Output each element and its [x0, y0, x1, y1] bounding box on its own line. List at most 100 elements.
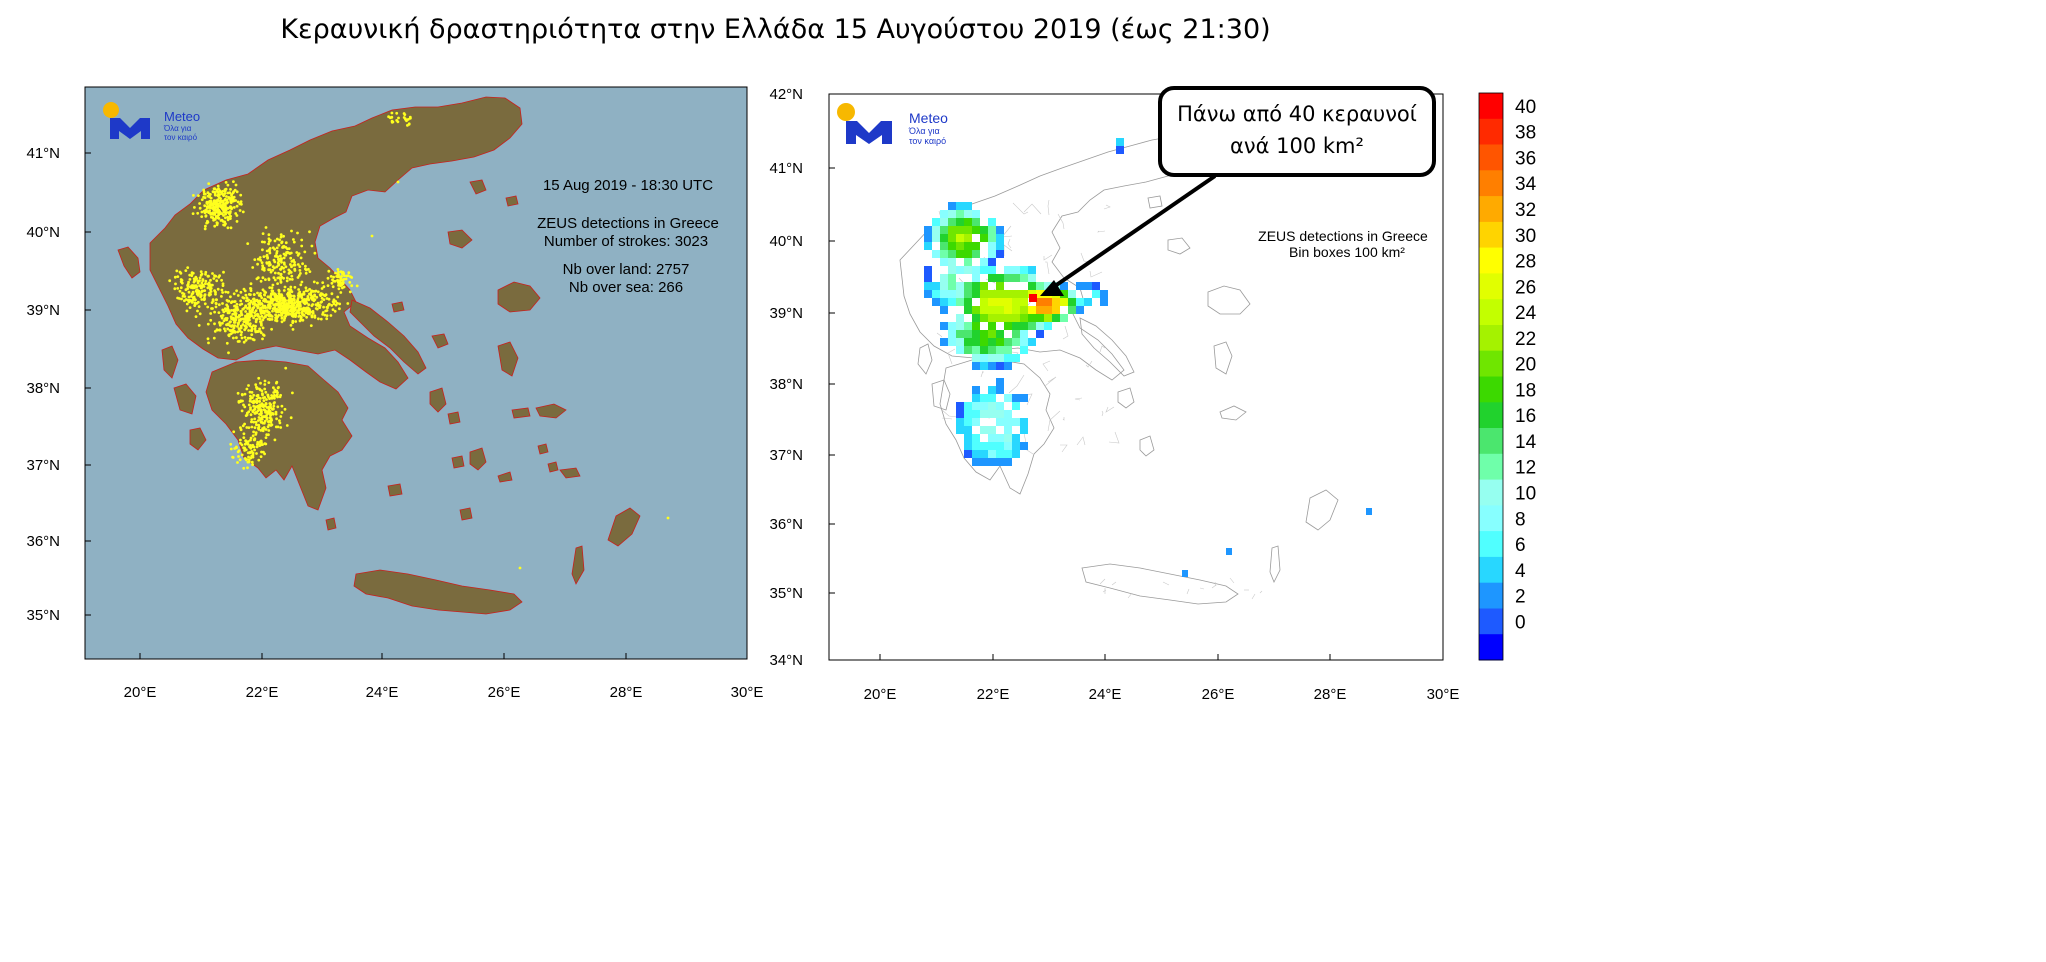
strike-dot: [271, 309, 274, 313]
density-bin: [1020, 322, 1028, 330]
density-bin: [1052, 306, 1060, 314]
colorbar-segment: [1479, 299, 1503, 326]
right-meteo-logo: Meteo Όλα για τον καιρό: [837, 103, 948, 146]
strike-dot: [175, 269, 179, 273]
strike-dot: [248, 318, 251, 322]
strike-dot: [224, 216, 227, 220]
density-bin: [972, 266, 980, 274]
strike-dot: [214, 274, 218, 278]
density-bin: [980, 362, 988, 370]
strike-dot: [249, 282, 253, 286]
left-lat-label: 39°N: [26, 302, 60, 319]
boundary-line: [1047, 410, 1061, 432]
strike-dot: [320, 300, 324, 303]
colorbar-tick-label: 14: [1515, 432, 1537, 453]
density-bin: [964, 330, 972, 338]
strike-dot: [334, 303, 338, 307]
strike-dot: [222, 203, 226, 206]
strike-dot: [289, 300, 292, 304]
strike-dot: [228, 214, 232, 218]
strike-dot: [191, 296, 195, 300]
strike-dot: [307, 303, 311, 307]
strike-dot: [271, 289, 275, 293]
density-bin: [964, 442, 972, 450]
strike-dot: [243, 289, 247, 293]
density-bin: [988, 434, 996, 442]
strike-dot: [261, 248, 264, 252]
strike-dot: [179, 280, 183, 284]
strike-dot: [304, 311, 308, 315]
density-bin: [964, 434, 972, 442]
strike-dot: [273, 303, 276, 307]
strike-dot: [196, 211, 200, 215]
strike-dot: [204, 208, 208, 212]
strike-dot: [304, 286, 308, 290]
strike-dot: [262, 408, 266, 411]
strike-dot: [232, 195, 236, 199]
boundary-line: [942, 417, 953, 420]
strike-dot: [298, 265, 302, 268]
density-bin: [988, 306, 996, 314]
boundary-line: [1101, 410, 1104, 417]
density-bin: [980, 338, 988, 346]
density-bin: [1004, 338, 1012, 346]
density-bin: [1012, 314, 1020, 322]
strike-dot: [320, 287, 324, 290]
density-bin: [940, 210, 948, 218]
sun-icon: [103, 102, 119, 118]
lightning-density-bins: [924, 138, 1372, 577]
strike-dot: [241, 317, 245, 321]
density-bin: [996, 410, 1004, 418]
sporades-island: [391, 301, 405, 313]
strike-dot: [280, 265, 284, 269]
density-bin: [956, 234, 964, 242]
naxos-island: [469, 447, 487, 471]
strike-dot: [235, 289, 239, 293]
milos-island: [387, 483, 403, 497]
strike-dot: [272, 391, 276, 394]
density-bin: [956, 418, 964, 426]
strike-dot: [270, 396, 274, 400]
strike-dot: [280, 240, 284, 244]
strike-dot: [206, 274, 210, 278]
euboea-island: [349, 299, 427, 375]
colorbar-segment: [1479, 221, 1503, 249]
strike-dot: [196, 293, 200, 296]
density-bin: [972, 434, 980, 442]
strike-dot: [220, 278, 224, 282]
strike-dot: [243, 392, 247, 396]
strike-dot: [229, 332, 233, 336]
strike-dot: [260, 404, 264, 408]
strike-dot: [265, 249, 269, 253]
strike-dot: [240, 453, 244, 457]
left-lat-label: 40°N: [26, 224, 60, 241]
strike-dot: [315, 304, 319, 307]
density-bin: [948, 202, 956, 210]
strike-dot: [250, 418, 254, 421]
strike-dot: [229, 199, 233, 203]
strike-dot: [189, 295, 193, 298]
region-outline: [931, 379, 951, 411]
strike-dot: [223, 329, 227, 333]
left-land-mass: [117, 96, 641, 615]
density-bin: [1020, 338, 1028, 346]
strike-dot: [259, 312, 263, 315]
density-bin: [964, 338, 972, 346]
strike-dot: [220, 288, 224, 292]
strike-dot: [234, 199, 238, 202]
left-land-count: Nb over land: 2757: [563, 261, 690, 278]
strike-dot: [238, 340, 241, 343]
density-bin: [988, 314, 996, 322]
strike-dot: [249, 287, 253, 291]
strike-dot: [303, 250, 307, 254]
strike-dot: [240, 202, 243, 206]
density-bin: [1004, 314, 1012, 322]
strike-dot: [235, 302, 239, 306]
right-map-panel: Meteo Όλα για τον καιρό ZEUS detections …: [769, 86, 1459, 703]
strike-dot: [279, 302, 283, 306]
strike-dot: [290, 229, 293, 233]
strike-dot: [334, 300, 338, 303]
strike-dot: [213, 224, 217, 228]
strike-dot: [200, 281, 204, 285]
strike-dot: [254, 433, 258, 436]
